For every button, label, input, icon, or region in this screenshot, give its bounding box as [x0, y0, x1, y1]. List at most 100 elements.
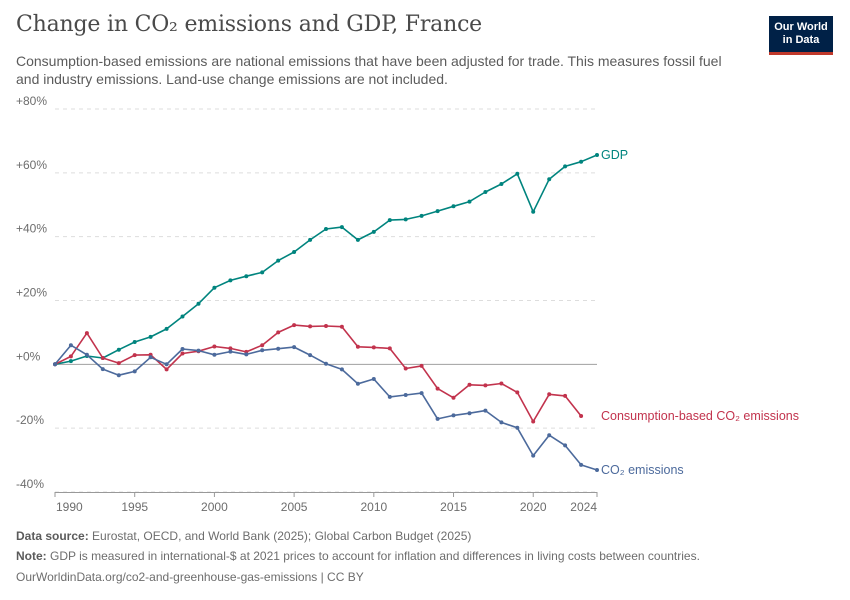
data-point-gdp[interactable]: [148, 334, 153, 339]
data-point-gdp[interactable]: [419, 213, 424, 218]
data-point-consumption-based-co-emissions[interactable]: [371, 345, 376, 350]
data-point-gdp[interactable]: [196, 301, 201, 306]
data-point-consumption-based-co-emissions[interactable]: [499, 381, 504, 386]
owid-logo[interactable]: Our World in Data: [769, 16, 833, 55]
data-point-co-emissions[interactable]: [435, 416, 440, 421]
data-point-gdp[interactable]: [180, 314, 185, 319]
data-point-gdp[interactable]: [483, 190, 488, 194]
data-point-gdp[interactable]: [132, 340, 137, 344]
data-point-co-emissions[interactable]: [324, 361, 328, 366]
data-point-consumption-based-co-emissions[interactable]: [387, 346, 392, 351]
data-point-consumption-based-co-emissions[interactable]: [563, 393, 568, 398]
data-point-gdp[interactable]: [339, 225, 344, 230]
data-point-consumption-based-co-emissions[interactable]: [228, 346, 233, 351]
data-point-consumption-based-co-emissions[interactable]: [276, 330, 281, 335]
data-point-co-emissions[interactable]: [276, 346, 281, 351]
data-point-consumption-based-co-emissions[interactable]: [132, 353, 137, 358]
data-point-co-emissions[interactable]: [68, 343, 73, 348]
data-point-gdp[interactable]: [451, 204, 456, 209]
data-point-gdp[interactable]: [292, 250, 297, 254]
data-point-co-emissions[interactable]: [164, 362, 169, 367]
data-point-co-emissions[interactable]: [467, 411, 472, 416]
data-point-consumption-based-co-emissions[interactable]: [515, 390, 520, 395]
data-point-consumption-based-co-emissions[interactable]: [355, 344, 360, 349]
data-point-gdp[interactable]: [260, 270, 265, 275]
data-point-consumption-based-co-emissions[interactable]: [547, 392, 552, 397]
data-point-consumption-based-co-emissions[interactable]: [164, 367, 169, 372]
data-point-gdp[interactable]: [387, 218, 392, 223]
data-point-gdp[interactable]: [403, 217, 408, 222]
data-point-gdp[interactable]: [276, 258, 281, 263]
data-point-co-emissions[interactable]: [116, 373, 121, 378]
data-point-consumption-based-co-emissions[interactable]: [308, 324, 313, 329]
data-point-consumption-based-co-emissions[interactable]: [212, 344, 217, 349]
data-point-co-emissions[interactable]: [451, 413, 456, 418]
data-point-co-emissions[interactable]: [515, 425, 520, 430]
data-point-co-emissions[interactable]: [547, 433, 552, 438]
data-point-gdp[interactable]: [563, 164, 568, 169]
data-point-co-emissions[interactable]: [339, 367, 344, 372]
data-point-consumption-based-co-emissions[interactable]: [339, 324, 344, 329]
data-point-co-emissions[interactable]: [499, 420, 504, 425]
source-url-link[interactable]: OurWorldinData.org/co2-and-greenhouse-ga…: [16, 570, 364, 584]
data-point-gdp[interactable]: [355, 237, 360, 242]
data-point-co-emissions[interactable]: [595, 468, 599, 472]
data-point-consumption-based-co-emissions[interactable]: [483, 383, 488, 388]
data-point-co-emissions[interactable]: [579, 462, 584, 467]
data-point-consumption-based-co-emissions[interactable]: [419, 363, 424, 368]
data-point-co-emissions[interactable]: [53, 362, 57, 367]
data-point-co-emissions[interactable]: [148, 355, 153, 360]
series-label-consumption-based-co-emissions[interactable]: Consumption-based CO₂ emissions: [601, 409, 799, 423]
data-point-gdp[interactable]: [212, 285, 217, 290]
data-point-gdp[interactable]: [68, 359, 73, 364]
data-point-co-emissions[interactable]: [100, 367, 105, 372]
data-point-co-emissions[interactable]: [371, 377, 376, 381]
data-point-consumption-based-co-emissions[interactable]: [180, 351, 185, 356]
data-point-consumption-based-co-emissions[interactable]: [403, 366, 408, 371]
data-point-co-emissions[interactable]: [180, 347, 185, 351]
series-label-co-emissions[interactable]: CO₂ emissions: [601, 463, 684, 477]
data-point-co-emissions[interactable]: [531, 453, 536, 458]
data-point-co-emissions[interactable]: [228, 349, 233, 354]
data-point-gdp[interactable]: [244, 274, 249, 279]
data-point-co-emissions[interactable]: [196, 348, 201, 353]
data-point-gdp[interactable]: [515, 171, 520, 176]
data-point-co-emissions[interactable]: [260, 348, 265, 353]
series-line-consumption-based-co-emissions[interactable]: [54, 324, 582, 423]
data-point-consumption-based-co-emissions[interactable]: [116, 361, 121, 366]
data-point-co-emissions[interactable]: [387, 394, 392, 399]
data-point-gdp[interactable]: [371, 229, 376, 234]
data-point-gdp[interactable]: [435, 209, 440, 214]
data-point-co-emissions[interactable]: [419, 391, 424, 396]
data-point-consumption-based-co-emissions[interactable]: [100, 356, 105, 360]
data-point-gdp[interactable]: [308, 237, 313, 242]
data-point-consumption-based-co-emissions[interactable]: [84, 331, 89, 336]
data-point-co-emissions[interactable]: [308, 353, 313, 358]
data-point-gdp[interactable]: [467, 199, 472, 204]
data-point-consumption-based-co-emissions[interactable]: [531, 419, 536, 424]
data-point-co-emissions[interactable]: [212, 352, 217, 357]
data-point-gdp[interactable]: [228, 278, 233, 283]
series-label-gdp[interactable]: GDP: [601, 148, 628, 162]
data-point-consumption-based-co-emissions[interactable]: [467, 382, 472, 387]
data-point-consumption-based-co-emissions[interactable]: [435, 386, 440, 391]
data-point-consumption-based-co-emissions[interactable]: [260, 343, 265, 348]
data-point-gdp[interactable]: [164, 326, 169, 331]
data-point-gdp[interactable]: [547, 177, 552, 182]
data-point-consumption-based-co-emissions[interactable]: [579, 414, 584, 418]
data-point-gdp[interactable]: [324, 227, 328, 231]
data-point-co-emissions[interactable]: [483, 408, 488, 413]
data-point-gdp[interactable]: [531, 209, 536, 214]
data-point-co-emissions[interactable]: [244, 352, 249, 357]
series-line-gdp[interactable]: [54, 154, 598, 366]
data-point-gdp[interactable]: [116, 347, 121, 352]
data-point-consumption-based-co-emissions[interactable]: [292, 323, 297, 328]
data-point-consumption-based-co-emissions[interactable]: [451, 395, 456, 400]
data-point-co-emissions[interactable]: [292, 345, 297, 350]
data-point-gdp[interactable]: [595, 153, 599, 157]
data-point-gdp[interactable]: [499, 182, 504, 186]
data-point-co-emissions[interactable]: [355, 381, 360, 386]
data-point-co-emissions[interactable]: [132, 369, 137, 374]
data-point-co-emissions[interactable]: [403, 393, 408, 397]
data-point-consumption-based-co-emissions[interactable]: [324, 324, 328, 328]
